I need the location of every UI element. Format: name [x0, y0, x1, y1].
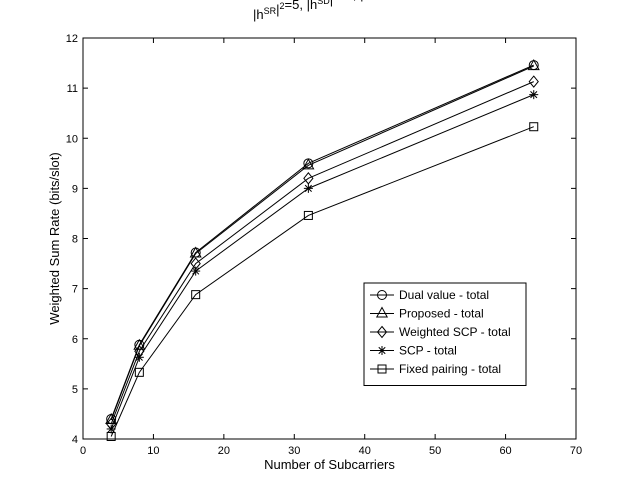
y-tick-label: 12 — [66, 33, 78, 45]
legend-item: Weighted SCP - total — [370, 325, 511, 339]
y-tick-label: 11 — [67, 83, 78, 95]
x-tick-label: 70 — [570, 445, 582, 457]
legend-box — [363, 282, 527, 386]
chart-title: |hSR|2=5, |hSD|2=1, |hRD|2=1 — [253, 0, 407, 22]
y-tick-label: 5 — [72, 384, 78, 396]
series-asterisk — [106, 90, 539, 434]
legend-marker — [376, 325, 388, 339]
legend-marker — [377, 290, 387, 300]
series-line — [110, 81, 534, 425]
data-point — [528, 75, 539, 88]
legend-label: Proposed - total — [399, 307, 484, 321]
axis-ticks: 0 10 20 30 40 50 60 70 4 5 6 7 8 9 10 11 12 — [66, 33, 582, 457]
legend-marker — [377, 364, 387, 374]
x-tick-label: 20 — [218, 445, 230, 457]
series-line — [110, 65, 534, 421]
legend-label: SCP - total — [399, 344, 457, 358]
legend-label: Dual value - total — [399, 288, 489, 302]
legend-marker — [375, 306, 389, 318]
series-square — [106, 122, 539, 441]
series-layer — [105, 59, 540, 441]
y-tick-label: 8 — [72, 234, 78, 246]
data-point — [133, 338, 146, 350]
data-point — [189, 246, 202, 258]
legend-item: SCP - total — [370, 344, 457, 358]
data-point — [134, 352, 144, 362]
data-point — [303, 210, 313, 220]
y-tick-label: 10 — [66, 133, 78, 145]
data-point — [303, 183, 313, 193]
data-point — [529, 90, 539, 100]
y-tick-label: 4 — [72, 434, 78, 446]
x-tick-label: 60 — [499, 445, 511, 457]
y-tick-label: 9 — [72, 183, 78, 195]
data-point — [191, 266, 201, 276]
legend-item: Fixed pairing - total — [370, 362, 501, 376]
x-tick-label: 0 — [80, 445, 86, 457]
data-point — [134, 367, 144, 377]
x-axis-label: Number of Subcarriers — [264, 457, 395, 472]
legend: Dual value - total Proposed - total Weight… — [363, 282, 527, 386]
y-tick-label: 6 — [72, 334, 78, 346]
y-axis-label: Weighted Sum Rate (bits/slot) — [47, 152, 62, 324]
x-tick-label: 30 — [288, 445, 300, 457]
data-point — [303, 172, 314, 185]
data-point — [527, 59, 540, 71]
legend-marker — [377, 346, 387, 355]
legend-label: Weighted SCP - total — [399, 325, 511, 339]
legend-item: Proposed - total — [370, 306, 484, 321]
data-point — [529, 122, 539, 132]
x-tick-label: 10 — [147, 445, 159, 457]
legend-item: Dual value - total — [370, 288, 489, 302]
x-tick-label: 50 — [429, 445, 441, 457]
y-tick-label: 7 — [72, 284, 78, 296]
data-point — [302, 158, 315, 170]
x-tick-label: 40 — [359, 445, 371, 457]
legend-label: Fixed pairing - total — [399, 362, 501, 376]
data-point — [191, 290, 201, 300]
series-line — [110, 126, 534, 437]
data-point — [106, 431, 116, 441]
